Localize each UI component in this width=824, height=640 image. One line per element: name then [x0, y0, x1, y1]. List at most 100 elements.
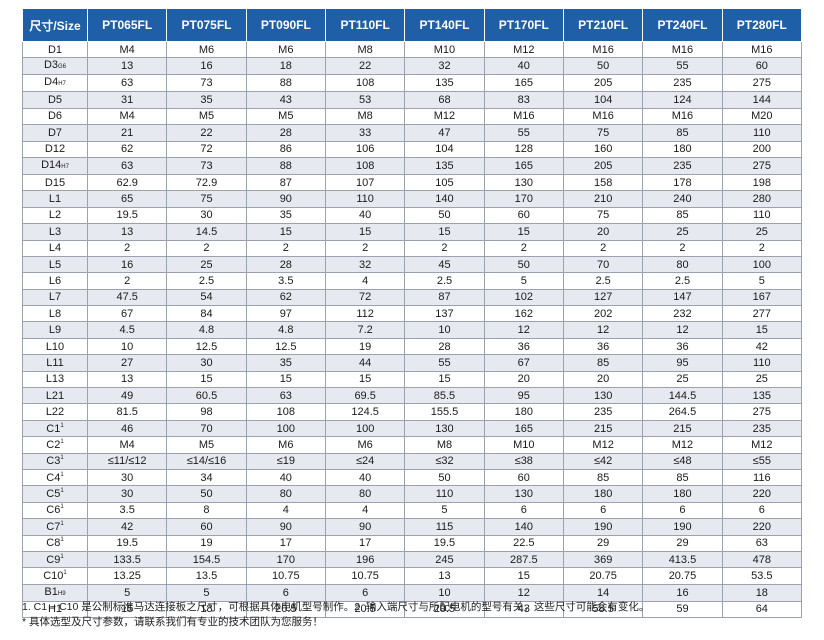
- table-cell: 180: [483, 403, 564, 421]
- table-cell: M6: [324, 436, 406, 454]
- table-cell: M8: [404, 436, 485, 454]
- row-label-footnote-mark: 1: [60, 438, 64, 445]
- table-row: B1H9 5 5 6 6 10 12 14 16 18: [22, 583, 803, 602]
- table-cell: 28: [245, 255, 326, 274]
- row-label: L7: [22, 288, 88, 307]
- table-cell: M6: [245, 436, 326, 454]
- table-cell: 63: [245, 387, 326, 405]
- table-cell: M4: [86, 107, 168, 126]
- table-cell: 4: [324, 272, 406, 290]
- table-cell: 264.5: [642, 403, 723, 421]
- table-cell: M16: [483, 107, 564, 126]
- row-label: C21: [22, 436, 88, 454]
- table-cell: 87: [404, 288, 485, 307]
- table-cell: 2: [324, 239, 406, 257]
- table-cell: 25: [642, 370, 723, 389]
- table-cell: 130: [404, 419, 485, 438]
- table-cell: 140: [404, 190, 485, 208]
- table-cell: 12.5: [245, 337, 326, 356]
- footnotes: 1. C1 ~ C10 是公制标准马达连接板之尺寸，可根据具体电机型号制作。2.…: [22, 600, 812, 630]
- row-label: D15: [22, 173, 88, 192]
- table-cell: 200: [721, 140, 803, 158]
- header-model: PT090FL: [245, 8, 326, 42]
- row-label-text: C2: [46, 438, 61, 451]
- table-cell: ≤19: [245, 452, 326, 470]
- table-cell: 17: [324, 534, 406, 552]
- row-label-text: D3: [43, 59, 59, 72]
- table-cell: 5: [166, 583, 247, 602]
- table-cell: 130: [483, 173, 564, 192]
- table-cell: M8: [324, 40, 406, 59]
- table-row: C51 30 50 80 80 110 130 180 180 220: [22, 485, 803, 503]
- table-cell: 86: [245, 140, 326, 158]
- table-cell: 87: [245, 173, 326, 192]
- row-label-text: D7: [47, 126, 63, 139]
- table-cell: 180: [562, 485, 644, 503]
- table-body: D1 M4 M6 M6 M8 M10 M12 M16 M16 M16 D3G6 13 16 18 22 32 4…: [22, 40, 803, 619]
- table-cell: 198: [721, 173, 803, 192]
- table-cell: 4.8: [166, 321, 247, 339]
- table-cell: 10.75: [324, 567, 406, 585]
- row-label-footnote-mark: 1: [60, 471, 64, 478]
- table-cell: 13: [86, 370, 168, 389]
- table-cell: 108: [324, 74, 406, 93]
- table-cell: 180: [642, 140, 723, 158]
- table-cell: 135: [721, 387, 803, 405]
- header-size-label: 尺寸/Size: [22, 8, 88, 42]
- table-cell: 40: [483, 57, 564, 76]
- table-cell: 108: [245, 403, 326, 421]
- table-cell: M8: [324, 107, 406, 126]
- row-label-text: L22: [45, 406, 65, 419]
- table-cell: 63: [86, 156, 168, 175]
- table-cell: 85: [642, 124, 723, 142]
- table-cell: 54: [166, 288, 247, 307]
- row-label-text: C3: [46, 455, 61, 468]
- table-cell: 3.5: [245, 272, 326, 290]
- table-cell: M12: [404, 107, 485, 126]
- footnote-1: 1. C1 ~ C10 是公制标准马达连接板之尺寸，可根据具体电机型号制作。2.…: [22, 601, 650, 613]
- table-cell: 6: [324, 583, 406, 602]
- table-cell: 62: [245, 288, 326, 307]
- table-cell: 90: [245, 518, 326, 536]
- table-cell: 128: [483, 140, 564, 158]
- row-label: L8: [22, 305, 88, 323]
- table-cell: M12: [562, 436, 644, 454]
- row-label-text: L5: [48, 258, 62, 271]
- table-cell: 58.5: [562, 600, 644, 619]
- table-cell: 107: [324, 173, 406, 192]
- row-label-text: C8: [46, 537, 61, 550]
- table-cell: 147: [642, 288, 723, 307]
- table-cell: 108: [324, 156, 406, 175]
- table-cell: 10: [86, 337, 168, 356]
- table-cell: 14: [562, 583, 644, 602]
- row-label-text: L6: [48, 274, 62, 287]
- table-cell: 69.5: [324, 387, 406, 405]
- table-cell: 178: [642, 173, 723, 192]
- table-cell: 36: [642, 337, 723, 356]
- table-cell: 190: [642, 518, 723, 536]
- row-label: C51: [22, 485, 88, 503]
- table-cell: M4: [86, 436, 168, 454]
- row-label-text: C5: [46, 488, 61, 501]
- table-cell: 235: [562, 403, 644, 421]
- table-cell: 127: [562, 288, 644, 307]
- table-cell: 100: [721, 255, 803, 274]
- table-cell: 40: [324, 468, 406, 487]
- row-label-tolerance: H7: [58, 81, 66, 88]
- header-model: PT210FL: [562, 8, 644, 42]
- table-row: D3G6 13 16 18 22 32 40 50 55 60: [22, 57, 803, 76]
- table-cell: M6: [245, 40, 326, 59]
- table-cell: 154.5: [166, 550, 247, 569]
- table-row: C41 30 34 40 40 50 60 85 85 116: [22, 468, 803, 487]
- table-cell: 29: [562, 534, 644, 552]
- table-cell: 43: [483, 600, 564, 619]
- table-cell: 72: [166, 140, 247, 158]
- table-row: L21 49 60.5 63 69.5 85.5 95 130 144.5 135: [22, 387, 803, 405]
- table-cell: 130: [562, 387, 644, 405]
- table-cell: 20.75: [562, 567, 644, 585]
- table-cell: 59: [642, 600, 723, 619]
- table-cell: 10: [404, 321, 485, 339]
- row-label-footnote-mark: 1: [60, 422, 64, 429]
- table-cell: 63: [86, 74, 168, 93]
- table-cell: 6: [642, 501, 723, 520]
